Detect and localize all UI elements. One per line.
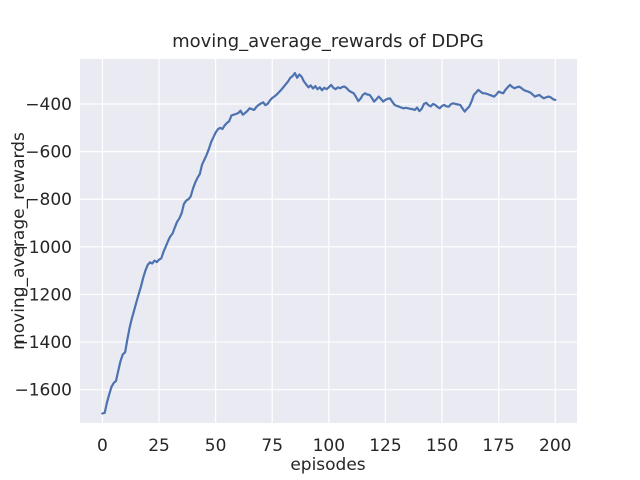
x-tick-label: 0 bbox=[97, 436, 108, 456]
x-tick-label: 75 bbox=[261, 436, 283, 456]
x-tick-label: 125 bbox=[369, 436, 401, 456]
y-tick-label: −600 bbox=[25, 143, 72, 163]
reward-line bbox=[101, 71, 557, 415]
x-axis-ticks: 0 25 50 75 100 125 150 175 200 bbox=[97, 436, 571, 456]
chart-title: moving_average_rewards of DDPG bbox=[172, 31, 484, 52]
x-axis-label: episodes bbox=[290, 455, 365, 475]
x-tick-label: 50 bbox=[205, 436, 227, 456]
x-tick-label: 150 bbox=[426, 436, 458, 456]
y-tick-label: −1600 bbox=[14, 381, 72, 401]
x-tick-label: 25 bbox=[148, 436, 170, 456]
y-tick-label: −1400 bbox=[14, 333, 72, 353]
y-axis-ticks: −400 −600 −800 −1000 −1200 −1400 −1600 bbox=[14, 95, 72, 401]
y-tick-label: −1000 bbox=[14, 238, 72, 258]
y-tick-label: −800 bbox=[25, 190, 72, 210]
y-tick-label: −1200 bbox=[14, 285, 72, 305]
x-tick-label: 175 bbox=[482, 436, 514, 456]
y-tick-label: −400 bbox=[25, 95, 72, 115]
x-tick-label: 100 bbox=[313, 436, 345, 456]
grid bbox=[80, 59, 577, 423]
x-tick-label: 200 bbox=[539, 436, 571, 456]
y-axis-label: moving_average_rewards bbox=[9, 132, 29, 350]
series-lines bbox=[101, 71, 557, 415]
